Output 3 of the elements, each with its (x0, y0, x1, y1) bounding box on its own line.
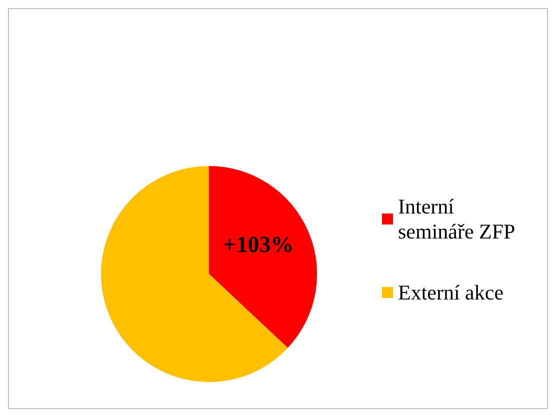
legend-label: Externí akce (398, 280, 504, 304)
text: +103% (223, 232, 294, 257)
legend-label: Interní semináře ZFP (398, 194, 516, 244)
